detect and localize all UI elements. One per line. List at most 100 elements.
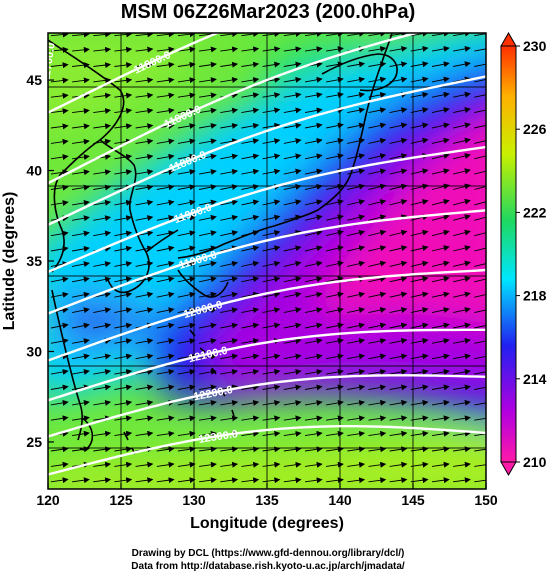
x-tick-label: 150 — [474, 492, 498, 508]
wind-vector — [474, 446, 486, 453]
wind-vector — [474, 291, 486, 298]
wind-vector — [156, 230, 175, 237]
wind-vector — [114, 461, 133, 468]
contour-line — [48, 374, 486, 438]
wind-vector — [241, 214, 260, 221]
wind-vector — [389, 137, 408, 144]
wind-vector — [262, 415, 281, 422]
wind-vector — [326, 322, 344, 329]
wind-vector — [410, 353, 429, 360]
wind-vector — [177, 369, 196, 375]
wind-vector — [262, 322, 281, 329]
wind-vector — [199, 369, 217, 375]
wind-vector — [262, 138, 281, 145]
wind-vector — [241, 153, 260, 160]
wind-vector — [156, 61, 175, 68]
wind-vector — [156, 446, 175, 453]
wind-vector — [474, 245, 486, 252]
wind-vector — [156, 338, 175, 345]
wind-vector — [135, 138, 154, 145]
wind-vector — [156, 33, 175, 38]
wind-vector — [50, 245, 69, 252]
wind-vector — [410, 91, 429, 98]
wind-vector — [50, 322, 69, 329]
wind-vector — [50, 200, 69, 206]
wind-vector — [453, 368, 471, 375]
wind-vector — [72, 108, 90, 115]
wind-vector — [50, 369, 69, 375]
wind-vector — [347, 322, 366, 329]
wind-vector — [72, 477, 90, 484]
colorbar: 210 214 218 222 226 230 — [500, 31, 547, 477]
wind-vector — [283, 260, 302, 267]
wind-vector — [283, 338, 302, 344]
wind-vector — [389, 307, 408, 314]
wind-vector — [283, 122, 302, 129]
wind-vector — [199, 138, 217, 145]
wind-vector — [241, 92, 260, 99]
wind-vector — [156, 276, 175, 283]
wind-vector — [72, 138, 90, 145]
wind-vector — [220, 107, 239, 114]
wind-vector — [347, 229, 366, 237]
wind-vector — [326, 477, 344, 484]
wind-vector — [114, 245, 133, 252]
colorbar-gradient — [500, 45, 517, 463]
wind-vector — [262, 92, 281, 99]
wind-vector — [135, 199, 154, 206]
wind-vector — [114, 446, 133, 453]
wind-vector — [50, 92, 69, 99]
wind-vector — [262, 477, 281, 484]
wind-vector — [220, 291, 239, 298]
wind-vector — [156, 138, 175, 145]
wind-vector — [410, 368, 429, 375]
wind-vector — [156, 369, 175, 375]
wind-vector — [199, 199, 217, 206]
wind-vector — [474, 168, 486, 175]
wind-vector — [114, 338, 133, 345]
wind-vector — [241, 199, 260, 206]
wind-vector — [220, 461, 239, 468]
wind-vector — [389, 107, 408, 114]
wind-vector — [283, 399, 302, 406]
wind-vector — [93, 461, 112, 468]
wind-vector — [283, 199, 302, 206]
wind-vector — [241, 61, 260, 68]
wind-vector — [368, 260, 387, 267]
wind-vector — [220, 477, 239, 484]
wind-vector — [389, 229, 408, 237]
wind-vector — [452, 168, 471, 175]
wind-vector — [304, 122, 323, 129]
wind-vector — [326, 92, 344, 98]
wind-vector — [135, 46, 154, 53]
wind-vector — [177, 353, 196, 360]
wind-vector — [135, 107, 154, 114]
wind-vector — [368, 369, 387, 375]
wind-vector — [347, 338, 366, 344]
chart-title: MSM 06Z26Mar2023 (200.0hPa) — [121, 1, 416, 23]
wind-vector — [156, 46, 175, 53]
wind-vector — [156, 291, 175, 298]
wind-vector — [474, 122, 486, 129]
wind-vector — [156, 77, 175, 84]
wind-vector — [431, 368, 450, 375]
wind-vector — [347, 307, 366, 314]
wind-vector — [220, 168, 239, 175]
wind-vector — [114, 291, 133, 298]
wind-vector — [199, 415, 217, 422]
wind-vector — [93, 77, 112, 84]
wind-vector — [135, 184, 154, 191]
wind-vector — [177, 446, 196, 453]
wind-vector — [368, 91, 387, 98]
wind-vector — [177, 338, 196, 345]
wind-vector — [453, 291, 471, 298]
wind-vector — [431, 214, 450, 221]
wind-vector — [283, 307, 302, 314]
wind-vector — [474, 461, 486, 468]
wind-vector — [347, 461, 366, 468]
wind-vector — [177, 230, 196, 237]
wind-vector — [199, 307, 217, 314]
wind-vector — [326, 153, 344, 160]
wind-vector — [93, 108, 112, 114]
wind-vector — [347, 477, 366, 484]
